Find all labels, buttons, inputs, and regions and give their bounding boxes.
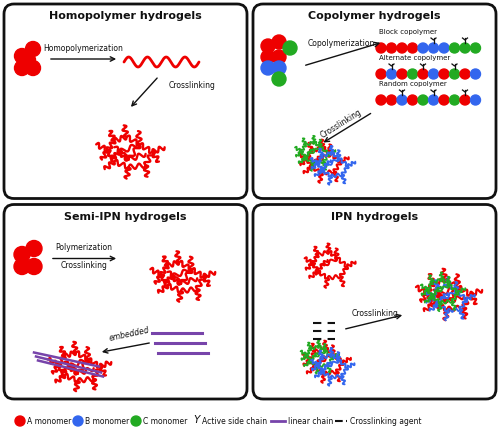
Circle shape	[450, 69, 460, 79]
Circle shape	[408, 95, 418, 105]
Circle shape	[261, 61, 275, 75]
Circle shape	[261, 39, 275, 53]
FancyBboxPatch shape	[4, 204, 247, 399]
Text: embedded: embedded	[108, 325, 150, 343]
Text: Crosslinking: Crosslinking	[318, 108, 364, 140]
Circle shape	[450, 43, 460, 53]
Text: Crosslinking: Crosslinking	[352, 308, 399, 317]
Circle shape	[418, 43, 428, 53]
Circle shape	[460, 95, 470, 105]
Circle shape	[20, 52, 36, 68]
Circle shape	[428, 69, 438, 79]
Text: Homopolymerization: Homopolymerization	[43, 44, 123, 53]
Circle shape	[470, 95, 480, 105]
Circle shape	[26, 240, 42, 256]
Circle shape	[386, 95, 396, 105]
FancyBboxPatch shape	[4, 4, 247, 198]
Text: Semi-IPN hydrogels: Semi-IPN hydrogels	[64, 211, 187, 222]
Circle shape	[397, 43, 407, 53]
Circle shape	[397, 69, 407, 79]
Circle shape	[418, 95, 428, 105]
Circle shape	[386, 69, 396, 79]
Circle shape	[376, 95, 386, 105]
Text: Copolymerization: Copolymerization	[308, 39, 374, 48]
Text: Active side chain: Active side chain	[202, 417, 267, 426]
Text: Crosslinking: Crosslinking	[169, 81, 216, 90]
Text: B monomer: B monomer	[85, 417, 129, 426]
Circle shape	[272, 50, 286, 64]
Text: A monomer: A monomer	[27, 417, 72, 426]
Text: Alternate copolymer: Alternate copolymer	[379, 55, 450, 61]
Circle shape	[439, 43, 449, 53]
Circle shape	[470, 69, 480, 79]
Circle shape	[26, 42, 40, 56]
Circle shape	[272, 72, 286, 86]
FancyBboxPatch shape	[253, 204, 496, 399]
Text: Block copolymer: Block copolymer	[379, 29, 437, 35]
Circle shape	[460, 69, 470, 79]
Text: Polymerization: Polymerization	[56, 242, 112, 252]
Circle shape	[376, 69, 386, 79]
Circle shape	[26, 61, 40, 75]
Circle shape	[408, 69, 418, 79]
Circle shape	[460, 43, 470, 53]
Text: Copolymer hydrogels: Copolymer hydrogels	[308, 11, 441, 21]
Circle shape	[418, 69, 428, 79]
Text: Random copolymer: Random copolymer	[379, 81, 447, 87]
Circle shape	[272, 61, 286, 75]
Circle shape	[272, 35, 286, 49]
Circle shape	[439, 69, 449, 79]
Circle shape	[408, 43, 418, 53]
Circle shape	[397, 95, 407, 105]
Text: Crosslinking agent: Crosslinking agent	[350, 417, 422, 426]
Circle shape	[470, 43, 480, 53]
Circle shape	[14, 259, 30, 275]
Text: C monomer: C monomer	[143, 417, 188, 426]
Text: Y: Y	[193, 415, 200, 425]
Circle shape	[428, 43, 438, 53]
Circle shape	[283, 41, 297, 55]
Circle shape	[14, 61, 30, 75]
Circle shape	[14, 48, 30, 64]
Circle shape	[428, 95, 438, 105]
Circle shape	[376, 43, 386, 53]
Circle shape	[26, 259, 42, 275]
Circle shape	[15, 416, 25, 426]
Text: Homopolymer hydrogels: Homopolymer hydrogels	[49, 11, 202, 21]
Circle shape	[386, 43, 396, 53]
Circle shape	[73, 416, 83, 426]
Circle shape	[14, 246, 30, 262]
Text: Crosslinking: Crosslinking	[60, 262, 108, 271]
Circle shape	[439, 95, 449, 105]
Circle shape	[450, 95, 460, 105]
Circle shape	[131, 416, 141, 426]
Circle shape	[261, 50, 275, 64]
Text: linear chain: linear chain	[288, 417, 333, 426]
FancyBboxPatch shape	[253, 4, 496, 198]
Text: IPN hydrogels: IPN hydrogels	[331, 211, 418, 222]
